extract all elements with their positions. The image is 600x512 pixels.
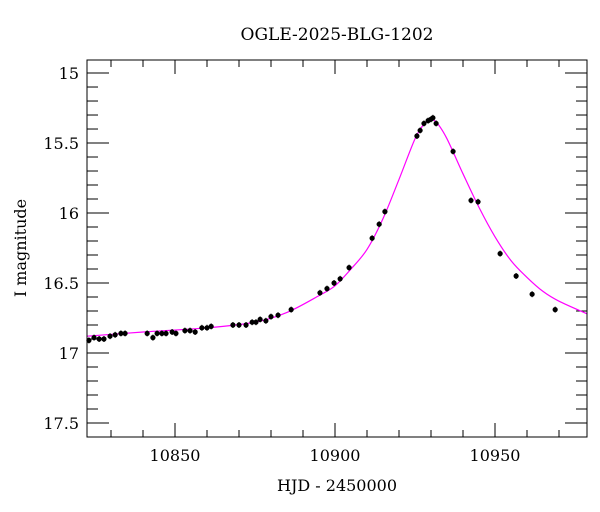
data-point bbox=[346, 265, 352, 271]
data-point bbox=[414, 133, 420, 139]
data-point bbox=[253, 319, 259, 325]
y-tick-label: 15.5 bbox=[43, 134, 79, 153]
data-point bbox=[122, 330, 128, 337]
x-tick-label: 10850 bbox=[150, 446, 201, 465]
data-point bbox=[275, 312, 281, 318]
x-axis-label: HJD - 2450000 bbox=[277, 476, 397, 495]
data-point bbox=[376, 221, 382, 227]
data-point bbox=[257, 316, 263, 323]
data-point bbox=[497, 251, 503, 257]
plot-area bbox=[86, 114, 588, 344]
plot-frame bbox=[86, 59, 588, 438]
data-point bbox=[268, 314, 274, 320]
data-point bbox=[118, 330, 124, 337]
data-point bbox=[101, 336, 107, 342]
y-tick-label: 16.5 bbox=[43, 274, 79, 293]
data-point bbox=[382, 209, 388, 215]
data-point bbox=[324, 286, 330, 292]
data-point bbox=[243, 322, 249, 328]
data-point bbox=[468, 197, 474, 204]
model-curve bbox=[86, 118, 588, 337]
y-axis-label: I magnitude bbox=[11, 199, 30, 297]
data-point bbox=[187, 328, 193, 334]
x-tick-label: 10900 bbox=[310, 446, 361, 465]
y-tick-label: 17 bbox=[59, 344, 79, 363]
data-point bbox=[417, 127, 423, 134]
data-point bbox=[369, 235, 375, 241]
data-point bbox=[208, 323, 214, 330]
data-point bbox=[421, 120, 427, 127]
data-point bbox=[204, 325, 210, 331]
axis-ticks bbox=[87, 60, 587, 438]
data-point bbox=[230, 322, 236, 328]
data-point bbox=[513, 273, 519, 279]
data-point bbox=[430, 115, 436, 121]
data-point bbox=[112, 332, 118, 338]
data-point bbox=[249, 319, 255, 325]
data-point bbox=[192, 329, 198, 335]
data-point bbox=[433, 120, 439, 127]
data-point bbox=[163, 330, 169, 337]
data-point bbox=[150, 335, 156, 341]
tick-labels: 10850 10900 10950 15 15.5 16 16.5 17 17.5 bbox=[43, 64, 520, 465]
data-point bbox=[337, 276, 343, 282]
data-point bbox=[91, 335, 97, 341]
data-point bbox=[331, 280, 337, 286]
data-point bbox=[199, 325, 205, 331]
chart-title: OGLE-2025-BLG-1202 bbox=[241, 25, 434, 45]
y-tick-label: 16 bbox=[59, 204, 79, 223]
data-point bbox=[552, 307, 558, 313]
data-point bbox=[317, 290, 323, 296]
data-point bbox=[173, 330, 179, 337]
data-point bbox=[236, 322, 242, 328]
data-point bbox=[475, 199, 481, 205]
data-point bbox=[529, 291, 535, 297]
data-point bbox=[182, 328, 188, 334]
x-tick-label: 10950 bbox=[470, 446, 521, 465]
data-point bbox=[159, 330, 165, 337]
data-point bbox=[107, 333, 113, 339]
data-point bbox=[96, 336, 102, 342]
data-point bbox=[288, 307, 294, 313]
y-tick-label: 15 bbox=[59, 64, 79, 83]
data-point bbox=[154, 330, 160, 337]
data-point bbox=[263, 318, 269, 324]
data-point bbox=[144, 330, 150, 337]
y-tick-label: 17.5 bbox=[43, 414, 79, 433]
data-point bbox=[86, 337, 92, 344]
data-point bbox=[450, 148, 456, 155]
